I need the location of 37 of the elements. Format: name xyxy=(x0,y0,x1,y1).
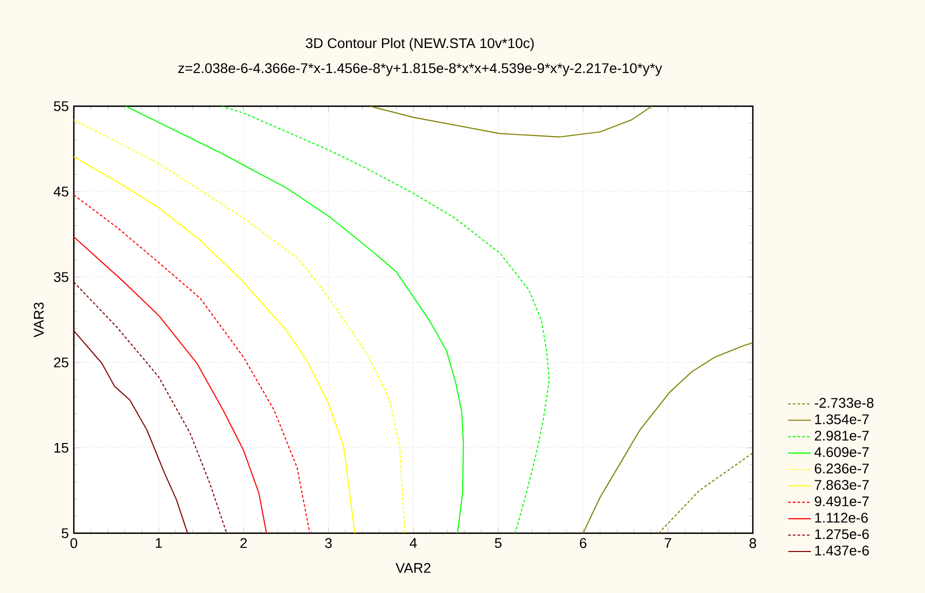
chart-subtitle: z=2.038e-6-4.366e-7*x-1.456e-8*y+1.815e-8*x*x+4.539e-9*x*y-2.217e-10*y*y xyxy=(178,63,662,76)
legend-label: 7.863e-7 xyxy=(814,480,869,490)
legend-label: 2.981e-7 xyxy=(814,430,869,441)
x-tick-label: 8 xyxy=(750,538,756,548)
y-axis-title: VAR3 xyxy=(34,302,44,338)
y-tick-label: 45 xyxy=(54,186,68,197)
y-tick-label: 15 xyxy=(54,442,68,453)
line-series xyxy=(74,330,188,534)
x-tick-label: 4 xyxy=(410,538,417,548)
line-series xyxy=(74,282,228,534)
line-series xyxy=(74,194,310,534)
x-tick-label: 3 xyxy=(325,538,332,548)
x-axis-title: VAR2 xyxy=(396,563,430,573)
legend-label: 9.491e-7 xyxy=(814,496,869,506)
y-tick-label: 5 xyxy=(62,528,68,538)
legend-label: 1.275e-6 xyxy=(815,529,869,540)
y-tick-label: 35 xyxy=(54,272,68,282)
x-tick-label: 0 xyxy=(70,538,78,548)
line-series xyxy=(74,119,406,534)
legend-label: 6.236e-7 xyxy=(814,464,869,474)
y-tick-label: 55 xyxy=(54,101,68,112)
x-tick-label: 6 xyxy=(580,538,586,548)
legend-label: 4.609e-7 xyxy=(814,447,869,458)
legend-label: -2.733e-8 xyxy=(814,398,874,408)
x-tick-label: 7 xyxy=(664,538,672,548)
x-tick-label: 5 xyxy=(494,538,502,548)
legend-label: 1.437e-6 xyxy=(815,546,869,556)
chart-title: 3D Contour Plot (NEW.STA 10v*10c) xyxy=(306,38,534,51)
legend-label: 1.112e-6 xyxy=(815,512,868,523)
x-tick-label: 1 xyxy=(156,538,162,548)
line-series xyxy=(74,156,356,534)
x-tick-label: 2 xyxy=(240,538,247,548)
y-tick-label: 25 xyxy=(54,357,68,368)
line-series xyxy=(74,236,268,534)
line-series xyxy=(220,106,550,534)
legend-label: 1.354e-7 xyxy=(815,414,869,424)
line-series xyxy=(125,106,464,534)
